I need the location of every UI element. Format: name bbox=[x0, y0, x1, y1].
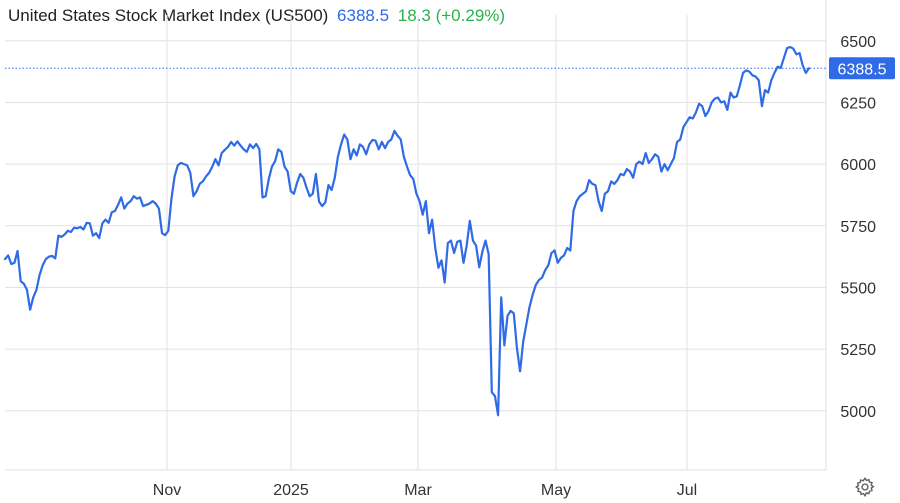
last-price: 6388.5 bbox=[337, 6, 390, 25]
y-tick-label: 5750 bbox=[840, 219, 876, 236]
x-tick-label: Nov bbox=[153, 482, 181, 499]
x-tick-label: Jul bbox=[677, 482, 697, 499]
last-price-tag-label: 6388.5 bbox=[838, 61, 887, 78]
y-tick-label: 6250 bbox=[840, 95, 876, 112]
x-tick-label: May bbox=[541, 482, 571, 499]
x-tick-label: Mar bbox=[404, 482, 432, 499]
series-line-us500 bbox=[3, 45, 811, 417]
y-tick-label: 5250 bbox=[840, 342, 876, 359]
last-price-tag bbox=[829, 57, 895, 80]
chart-title: United States Stock Market Index (US500) bbox=[8, 6, 329, 25]
gear-icon[interactable] bbox=[854, 476, 876, 498]
y-tick-label: 6000 bbox=[840, 157, 876, 174]
x-tick-label: 2025 bbox=[273, 482, 309, 499]
chart-header: United States Stock Market Index (US500)… bbox=[8, 6, 509, 26]
y-tick-label: 5000 bbox=[840, 404, 876, 421]
price-change: 18.3 (+0.29%) bbox=[397, 6, 506, 25]
y-tick-label: 6500 bbox=[840, 34, 876, 51]
y-tick-label: 5500 bbox=[840, 280, 876, 297]
